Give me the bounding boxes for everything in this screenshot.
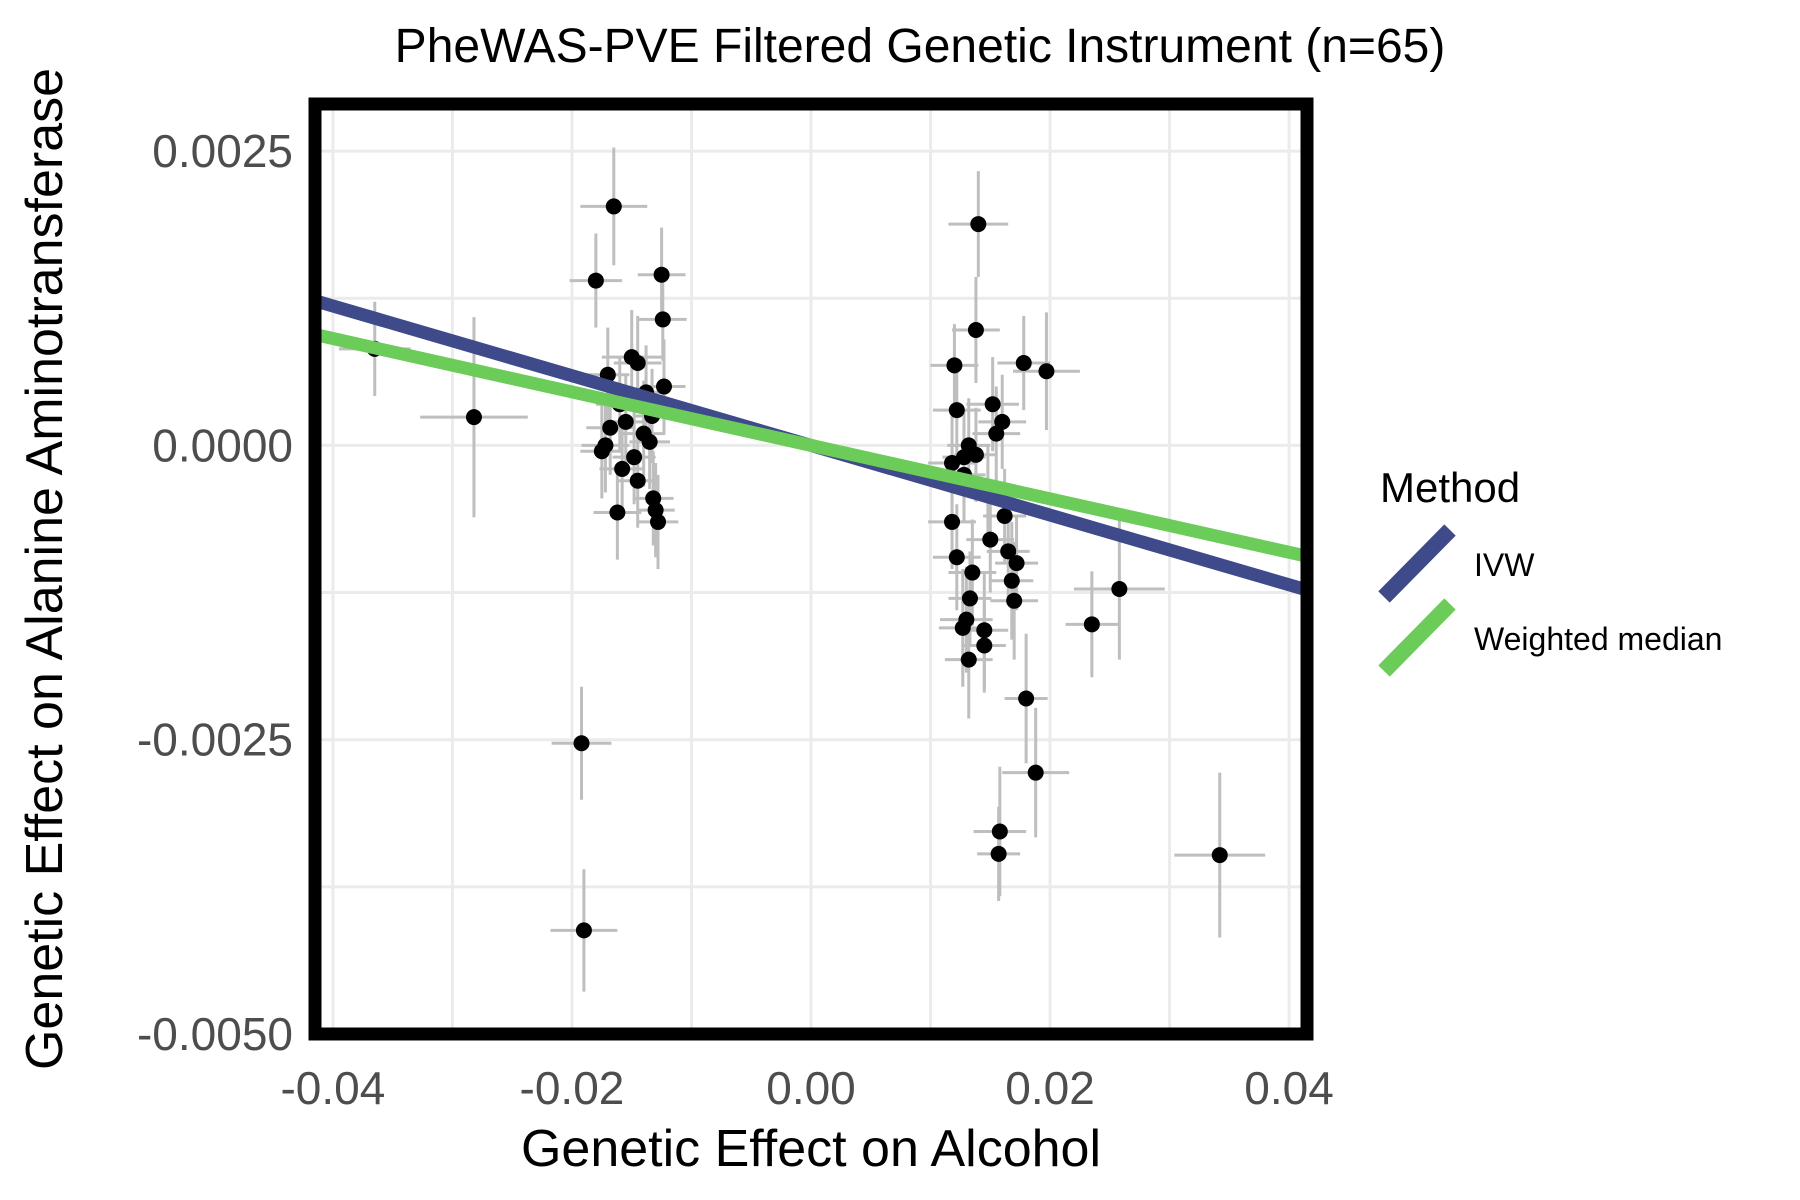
data-point [976,637,993,654]
x-tick-label: -0.02 [520,1062,625,1114]
data-point [982,531,999,548]
data-point [964,564,981,581]
data-point [976,622,993,639]
data-point [629,472,646,489]
data-point [605,198,622,215]
data-point [967,322,984,339]
fit-line-weighted-median [313,328,1309,563]
data-point [573,735,590,752]
data-point [575,922,592,939]
data-point [994,413,1011,430]
data-point [641,433,658,450]
data-point [984,396,1001,413]
chart-title: PheWAS-PVE Filtered Genetic Instrument (… [395,20,1446,73]
data-point [653,266,670,283]
legend-title: Method [1380,464,1520,511]
legend-label-ivw: IVW [1474,547,1535,583]
data-point [1015,354,1032,371]
data-point [991,823,1008,840]
data-point [1111,581,1128,598]
data-point [617,413,634,430]
data-point [602,419,619,436]
data-point [944,513,961,530]
data-point [954,619,971,636]
data-point [1083,616,1100,633]
y-axis-ticks: 0.0025 0.0000 -0.0025 -0.0050 [137,125,293,1060]
data-point [587,272,604,289]
data-point [1003,572,1020,589]
data-point [1027,764,1044,781]
data-point [465,409,482,426]
x-tick-label: -0.04 [280,1062,385,1114]
data-point [990,845,1007,862]
x-tick-label: 0.04 [1244,1062,1334,1114]
data-point [996,508,1013,525]
data-point [647,502,664,519]
data-point [1006,592,1023,609]
error-bars [338,147,1266,992]
data-point [1008,555,1025,572]
y-tick-label: -0.0025 [137,714,293,766]
data-point [948,402,965,419]
data-point [960,651,977,668]
data-point [1038,363,1055,380]
y-tick-label: 0.0025 [152,125,293,177]
data-point [614,460,631,477]
x-axis-title: Genetic Effect on Alcohol [521,1120,1101,1178]
legend-key-weighted-median [1378,598,1456,677]
legend-label-weighted-median: Weighted median [1474,621,1722,657]
data-point [967,446,984,463]
data-point [654,311,671,328]
x-tick-label: 0.02 [1005,1062,1095,1114]
data-point [655,378,672,395]
data-points [366,198,1228,939]
data-point [946,357,963,374]
data-point [1000,543,1017,560]
grid [315,104,1307,1036]
fit-lines [313,294,1309,597]
data-point [961,590,978,607]
legend-key-ivw [1378,524,1456,603]
data-point [955,449,972,466]
y-tick-label: -0.0050 [137,1008,293,1060]
x-tick-label: 0.00 [766,1062,856,1114]
data-point [626,449,643,466]
data-point [593,443,610,460]
data-point [948,549,965,566]
data-point [944,455,961,472]
x-axis-ticks: -0.04 -0.02 0.00 0.02 0.04 [280,1062,1333,1114]
y-axis-title: Genetic Effect on Alanine Aminotransfera… [16,68,74,1070]
legend: Method IVW Weighted median [1378,464,1722,677]
y-tick-label: 0.0000 [152,419,293,471]
plot-frame [308,97,1314,1041]
data-point [988,425,1005,442]
data-point [629,354,646,371]
data-point [970,216,987,233]
data-point [609,504,626,521]
data-point [1211,847,1228,864]
data-point [1018,690,1035,707]
